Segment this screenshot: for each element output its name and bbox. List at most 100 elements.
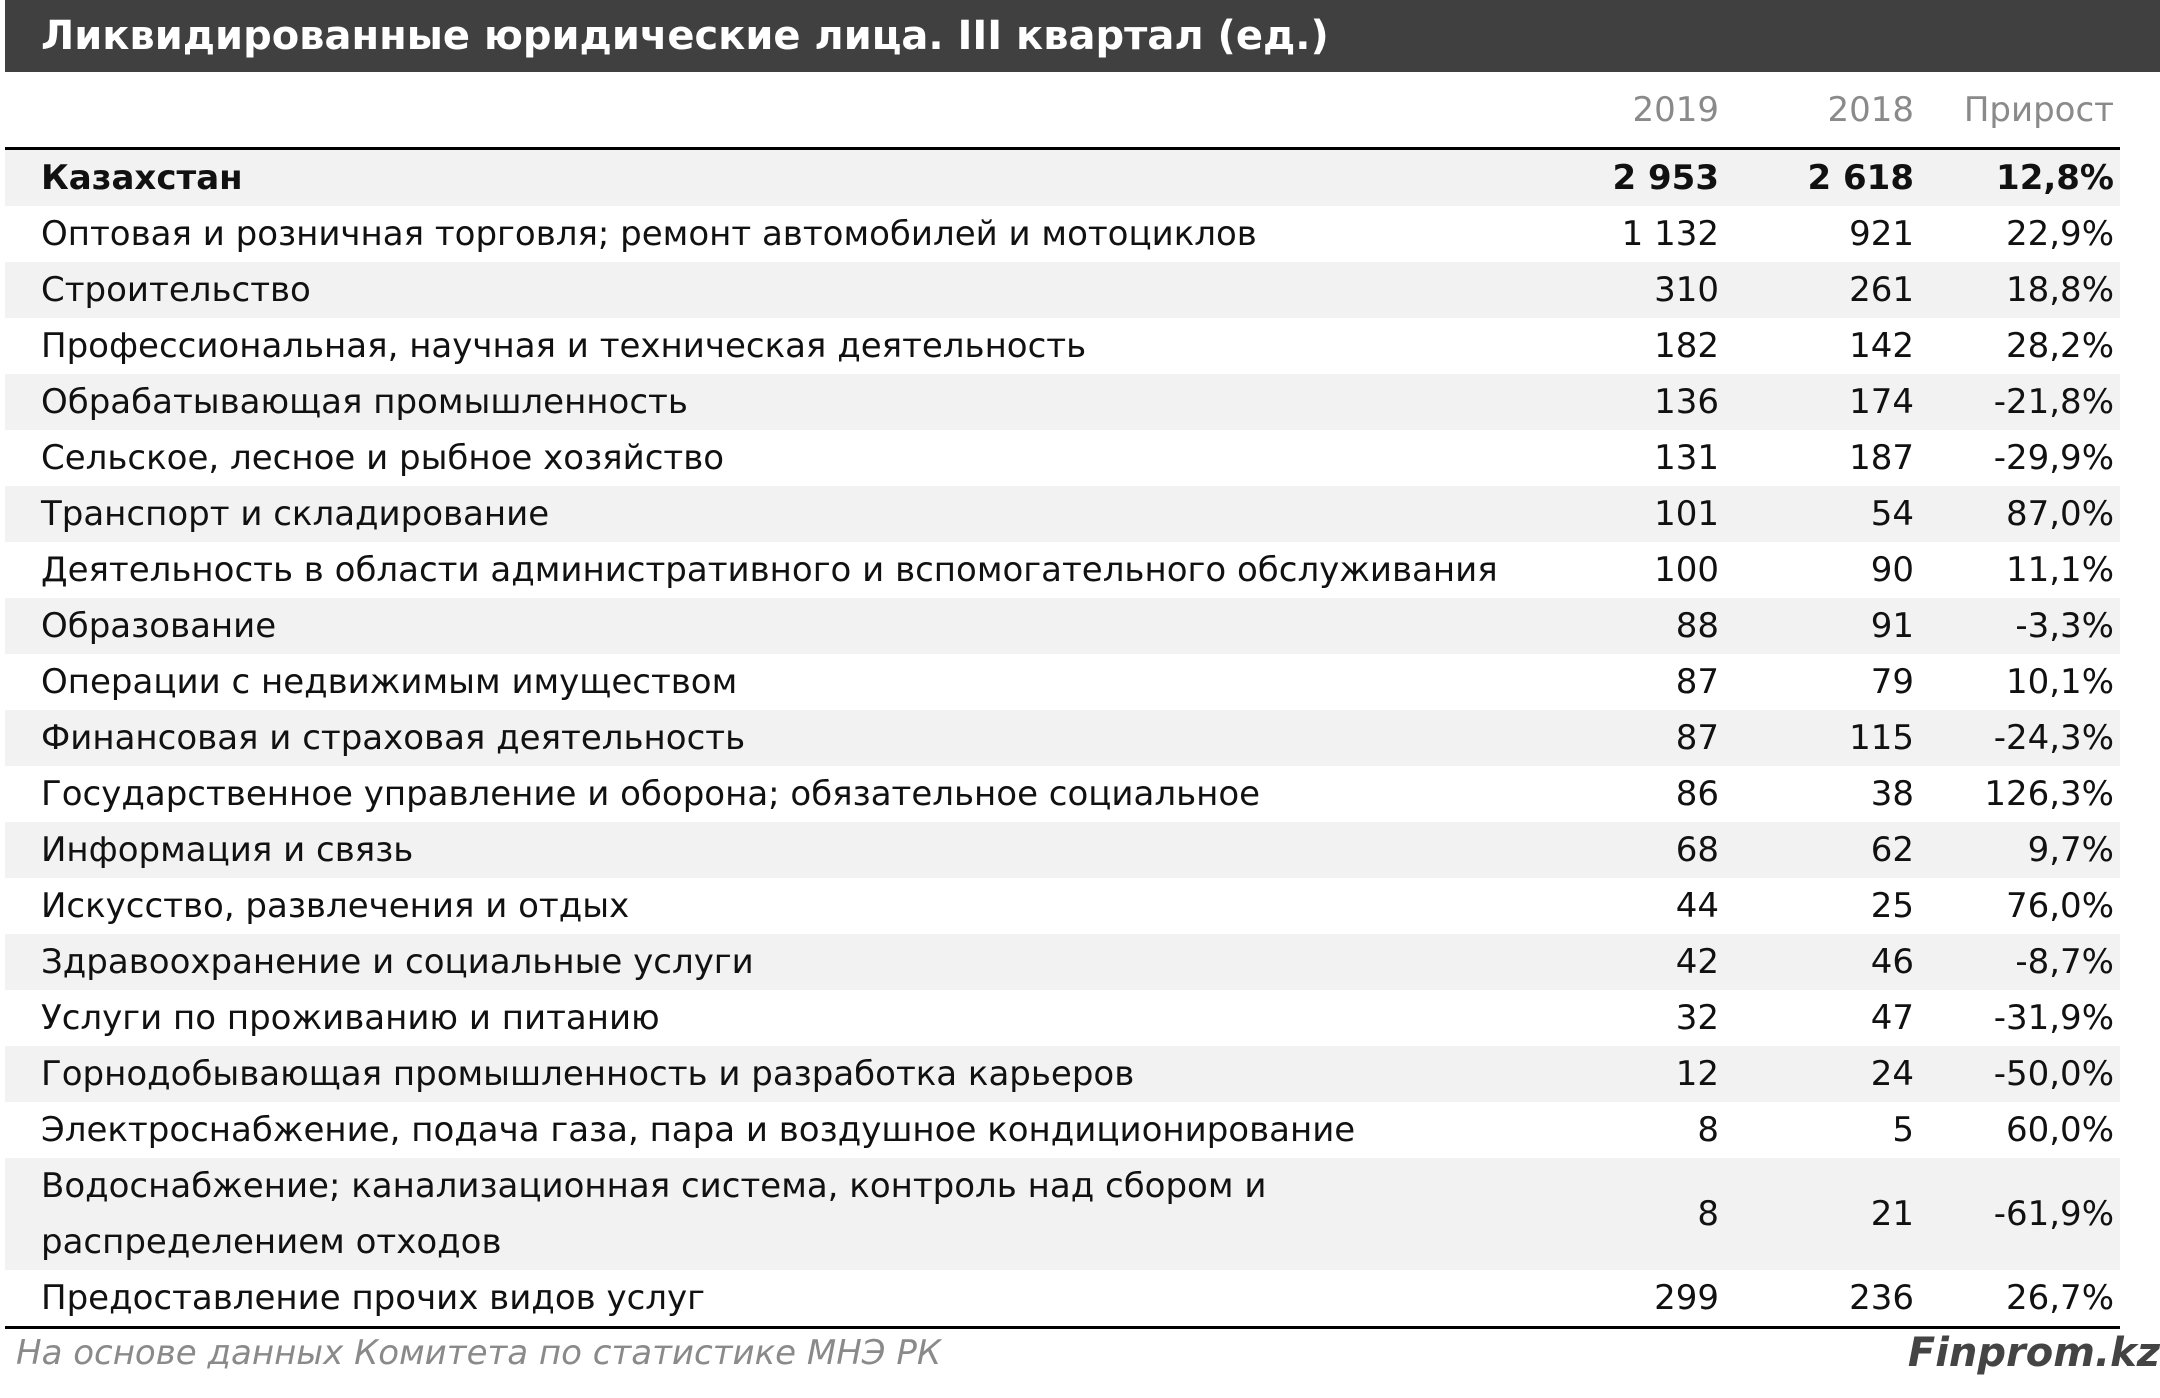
cell-value: -29,9% [1993, 438, 2114, 478]
row-label: Обрабатывающая промышленность [5, 374, 1565, 430]
cell-value: 28,2% [2005, 326, 2114, 366]
data-table: 2019 2018 Прирост Казахстан 2 953 2 618 12,8%… [5, 72, 2120, 1329]
row-label: Профессиональная, научная и техническая … [41, 326, 1087, 366]
cell-value: 11,1% [2005, 550, 2114, 590]
row-label: Финансовая и страховая деятельность [5, 710, 1565, 766]
table-row: Водоснабжение; канализационная система, … [5, 1158, 2120, 1270]
table-row: Предоставление прочих видов услуг 299 236 2… [5, 1270, 2120, 1329]
row-label: Государственное управление и оборона; об… [41, 774, 1261, 814]
table-row: Казахстан 2 953 2 618 12,8% [5, 148, 2120, 206]
row-label: Строительство [5, 262, 1565, 318]
table-row: Государственное управление и оборона; об… [5, 766, 2120, 822]
row-label: Электроснабжение, подача газа, пара и во… [41, 1110, 1356, 1150]
row-label: Здравоохранение и социальные услуги [5, 934, 1565, 990]
cell-value: 142 [1849, 326, 1914, 366]
title-bar: Ликвидированные юридические лица. III кв… [5, 0, 2160, 72]
cell-value: 54 [1725, 486, 1920, 542]
cell-value: 42 [1565, 934, 1725, 990]
cell-value: 12,8% [1920, 148, 2120, 206]
cell-value: 100 [1654, 550, 1719, 590]
cell-value: 101 [1565, 486, 1725, 542]
row-label: Услуги по проживанию и питанию [41, 998, 660, 1038]
cell-value: 131 [1654, 438, 1719, 478]
cell-value: 62 [1725, 822, 1920, 878]
row-label: Предоставление прочих видов услуг [5, 1270, 1565, 1329]
cell-value: 182 [1654, 326, 1719, 366]
cell-value: -8,7% [1920, 934, 2120, 990]
cell-value: 299 [1565, 1270, 1725, 1329]
cell-value: 115 [1725, 710, 1920, 766]
row-label: Образование [5, 598, 1565, 654]
brand: Finprom.kz [1907, 1330, 2160, 1376]
table-row: Образование 88 91 -3,3% [5, 598, 2120, 654]
cell-value: 90 [1870, 550, 1914, 590]
cell-value: 136 [1565, 374, 1725, 430]
cell-value: 12 [1565, 1046, 1725, 1102]
cell-value: 2 953 [1565, 148, 1725, 206]
row-label: Водоснабжение; канализационная система, … [5, 1158, 1565, 1270]
cell-value: 174 [1725, 374, 1920, 430]
cell-value: 60,0% [2005, 1110, 2114, 1150]
header-cell [5, 72, 1565, 150]
cell-value: 46 [1725, 934, 1920, 990]
row-label: Горнодобывающая промышленность и разрабо… [5, 1046, 1565, 1102]
cell-value: 18,8% [1920, 262, 2120, 318]
cell-value: 86 [1675, 774, 1719, 814]
row-label: Оптовая и розничная торговля; ремонт авт… [41, 214, 1257, 254]
cell-value: 5 [1892, 1110, 1914, 1150]
table-row: Электроснабжение, подача газа, пара и во… [5, 1102, 2120, 1158]
table-row: Горнодобывающая промышленность и разрабо… [5, 1046, 2120, 1102]
row-label: Информация и связь [5, 822, 1565, 878]
cell-value: -31,9% [1993, 998, 2114, 1038]
cell-value: 68 [1565, 822, 1725, 878]
cell-value: 22,9% [2005, 214, 2114, 254]
table-row: Искусство, развлечения и отдых 44 25 76,0% [5, 878, 2120, 934]
table-row: Профессиональная, научная и техническая … [5, 318, 2120, 374]
cell-value: 26,7% [1920, 1270, 2120, 1329]
cell-value: 261 [1725, 262, 1920, 318]
cell-value: 76,0% [2005, 886, 2114, 926]
row-label: Искусство, развлечения и отдых [41, 886, 630, 926]
cell-value: 25 [1870, 886, 1914, 926]
cell-value: -50,0% [1920, 1046, 2120, 1102]
cell-value: 38 [1870, 774, 1914, 814]
cell-value: 187 [1849, 438, 1914, 478]
cell-value: 126,3% [1984, 774, 2114, 814]
cell-value: 10,1% [2005, 662, 2114, 702]
row-label: Операции с недвижимым имуществом [41, 662, 738, 702]
table-row: Обрабатывающая промышленность 136 174 -21,8… [5, 374, 2120, 430]
cell-value: 310 [1565, 262, 1725, 318]
cell-value: 2 618 [1725, 148, 1920, 206]
table-row: Сельское, лесное и рыбное хозяйство 131 18… [5, 430, 2120, 486]
cell-value: 21 [1725, 1158, 1920, 1270]
table-row: Услуги по проживанию и питанию 32 47 -31,9% [5, 990, 2120, 1046]
cell-value: 44 [1675, 886, 1719, 926]
row-label: Транспорт и складирование [5, 486, 1565, 542]
table-body: Казахстан 2 953 2 618 12,8% Оптовая и рознич… [5, 148, 2120, 1329]
cell-value: -3,3% [1920, 598, 2120, 654]
cell-value: -24,3% [1920, 710, 2120, 766]
column-header: Прирост [1920, 72, 2120, 150]
table-row: Здравоохранение и социальные услуги 42 46-… [5, 934, 2120, 990]
cell-value: 921 [1849, 214, 1914, 254]
table-row: Финансовая и страховая деятельность 87 115… [5, 710, 2120, 766]
cell-value: -61,9% [1920, 1158, 2120, 1270]
table-row: Строительство 310 261 18,8% [5, 262, 2120, 318]
cell-value: 91 [1725, 598, 1920, 654]
cell-value: 47 [1870, 998, 1914, 1038]
header-row: 2019 2018 Прирост [5, 72, 2120, 150]
table-row: Деятельность в области административного… [5, 542, 2120, 598]
cell-value: 87 [1565, 710, 1725, 766]
row-label: Деятельность в области административного… [41, 550, 1498, 590]
cell-value: 1 132 [1621, 214, 1719, 254]
cell-value: 79 [1870, 662, 1914, 702]
column-header: 2018 [1725, 72, 1920, 150]
cell-value: 236 [1725, 1270, 1920, 1329]
row-label: Сельское, лесное и рыбное хозяйство [41, 438, 725, 478]
column-header: 2019 [1565, 72, 1725, 150]
cell-value: 8 [1697, 1110, 1719, 1150]
cell-value: 87 [1675, 662, 1719, 702]
row-label: Казахстан [5, 148, 1565, 206]
cell-value: -21,8% [1920, 374, 2120, 430]
